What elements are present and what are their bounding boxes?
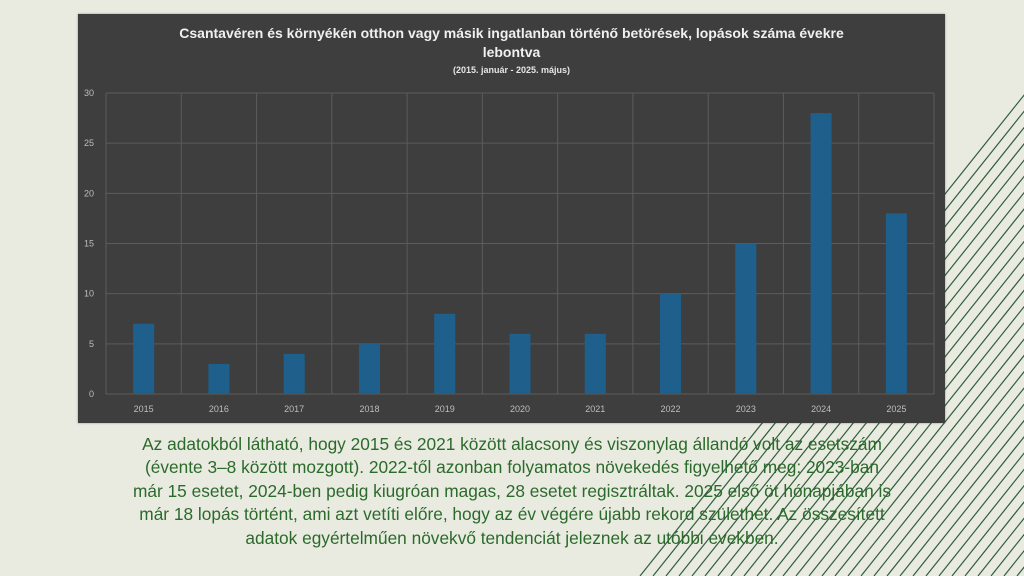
x-tick-label: 2019 (435, 404, 455, 414)
bar-2020 (509, 333, 531, 394)
bar-2018 (358, 343, 380, 394)
y-tick-label: 25 (84, 138, 94, 148)
y-tick-label: 30 (84, 88, 94, 98)
stripe-line (847, 354, 1024, 576)
stripe-line (912, 436, 1024, 576)
bar-2023 (735, 243, 757, 394)
stripe-line (808, 305, 1024, 576)
caption-line-5: adatok egyértelműen növekvő tendenciát j… (245, 527, 779, 548)
stripe-line (925, 452, 1024, 576)
caption-line-1: Az adatokból látható, hogy 2015 és 2021 … (142, 434, 882, 454)
x-tick-label: 2024 (811, 404, 831, 414)
stripe-line (717, 191, 1024, 576)
chart-subtitle: (2015. január - 2025. május) (452, 65, 571, 75)
stripe-line (743, 224, 1024, 576)
caption-text: Az adatokból látható, hogy 2015 és 2021 … (20, 433, 1004, 550)
bar-2022 (660, 293, 682, 394)
x-tick-label: 2023 (736, 404, 756, 414)
x-tick-label: 2016 (209, 404, 229, 414)
x-tick-label: 2018 (359, 404, 379, 414)
caption-line-4: már 18 lopás történt, ami azt vetíti elő… (139, 504, 885, 525)
stripe-line (730, 208, 1024, 576)
x-tick-label: 2015 (134, 404, 154, 414)
caption-line-3: már 15 esetet, 2024-ben pedig kiugróan m… (133, 480, 891, 501)
x-tick-label: 2025 (886, 404, 906, 414)
stripe-line (782, 273, 1024, 576)
gridlines (105, 92, 935, 395)
y-tick-label: 0 (89, 389, 94, 399)
stripe-line (834, 338, 1024, 576)
bar-2015 (133, 323, 155, 394)
x-tick-label: 2017 (284, 404, 304, 414)
x-tick-label: 2021 (585, 404, 605, 414)
chart-title-line-1: Csantavéren és környékén otthon vagy más… (179, 25, 844, 41)
y-tick-label: 10 (84, 289, 94, 299)
bar-2021 (584, 333, 606, 394)
chart-title-line-2: lebontva (482, 44, 541, 60)
stripe-line (899, 419, 1024, 576)
bar-2024 (810, 113, 832, 395)
y-tick-label: 20 (84, 188, 94, 198)
bar-2019 (434, 313, 456, 394)
stripe-line (795, 289, 1024, 576)
bar-2017 (283, 353, 305, 394)
y-tick-label: 5 (89, 339, 94, 349)
stripe-line (821, 322, 1024, 576)
caption-line-2: (évente 3–8 között mozgott). 2022-től az… (145, 457, 879, 478)
stripe-line (769, 256, 1024, 576)
bar-2025 (885, 213, 907, 394)
y-tick-label: 15 (84, 239, 94, 249)
bar-2016 (208, 363, 230, 394)
stripe-line (873, 387, 1024, 576)
stripe-line (886, 403, 1024, 576)
stripe-line (756, 240, 1024, 576)
stripe-line (938, 468, 1024, 576)
x-tick-label: 2020 (510, 404, 530, 414)
stripe-line (860, 370, 1024, 576)
chart-panel: 0 5 10 15 20 25 30 2015 2016 2017 2018 2019 2020 2021… (78, 14, 945, 423)
x-tick-label: 2022 (661, 404, 681, 414)
